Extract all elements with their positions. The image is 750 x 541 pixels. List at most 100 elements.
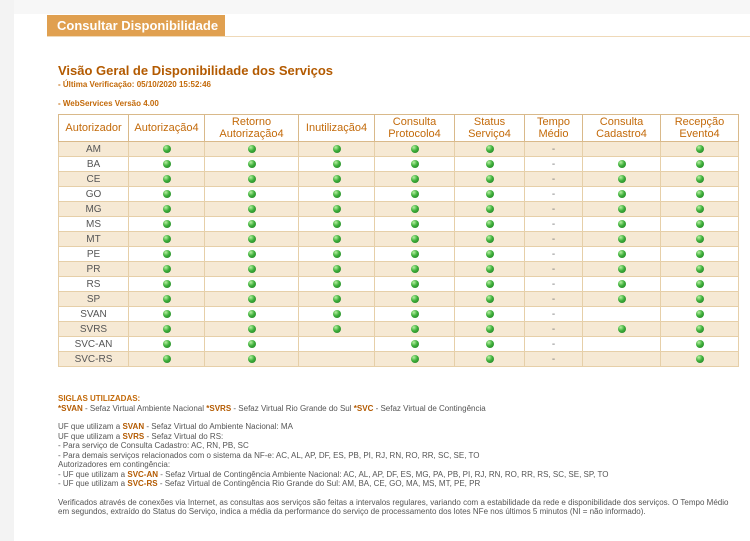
- status-cell: [660, 351, 739, 367]
- status-ok-icon: [410, 264, 419, 273]
- status-cell: [128, 306, 205, 322]
- status-cell: [298, 216, 375, 232]
- average-time-value: -: [551, 188, 556, 200]
- notes: SIGLAS UTILIZADAS: *SVAN - Sefaz Virtual…: [58, 394, 738, 517]
- average-time-value: -: [551, 353, 556, 365]
- table-row: PE -: [58, 246, 739, 262]
- status-cell: -: [524, 231, 583, 247]
- status-ok-icon: [617, 324, 626, 333]
- status-cell: [204, 321, 299, 337]
- status-cell: [374, 336, 455, 352]
- authorizer-name: SP: [58, 291, 129, 307]
- status-ok-icon: [162, 279, 171, 288]
- sigla-key: SVRS: [209, 403, 232, 413]
- status-cell: [582, 291, 661, 307]
- status-cell: [454, 156, 525, 172]
- status-cell: -: [524, 291, 583, 307]
- status-ok-icon: [247, 339, 256, 348]
- column-header: Consulta Protocolo4: [374, 114, 455, 142]
- status-cell: [454, 216, 525, 232]
- status-cell: [298, 141, 375, 157]
- average-time-value: -: [551, 203, 556, 215]
- status-cell: [128, 336, 205, 352]
- header-divider: [47, 36, 750, 37]
- status-ok-icon: [162, 234, 171, 243]
- status-cell: [374, 141, 455, 157]
- status-ok-icon: [410, 174, 419, 183]
- svrs-line: UF que utilizam a SVRS - Sefaz Virtual d…: [58, 432, 738, 442]
- footer-text: Verificados através de conexões via Inte…: [58, 497, 729, 517]
- svcrs-post: - Sefaz Virtual de Contingência Rio Gran…: [157, 479, 481, 488]
- status-cell: [204, 186, 299, 202]
- status-cell: -: [524, 141, 583, 157]
- status-cell: [204, 141, 299, 157]
- average-time-value: -: [551, 143, 556, 155]
- authorizer-name: BA: [58, 156, 129, 172]
- status-cell: [128, 276, 205, 292]
- status-cell: [128, 171, 205, 187]
- svcan-key: SVC-AN: [127, 469, 159, 479]
- status-ok-icon: [162, 354, 171, 363]
- status-cell: [660, 171, 739, 187]
- table-row: SVC-RS -: [58, 351, 739, 367]
- status-cell: [204, 246, 299, 262]
- status-cell: [454, 291, 525, 307]
- status-cell: [298, 291, 375, 307]
- status-ok-icon: [485, 144, 494, 153]
- status-ok-icon: [162, 159, 171, 168]
- status-ok-icon: [162, 189, 171, 198]
- section-header: Consultar Disponibilidade: [47, 15, 225, 36]
- average-time-value: -: [551, 248, 556, 260]
- svan-pre: UF que utilizam a: [58, 422, 123, 431]
- status-cell: [204, 201, 299, 217]
- status-ok-icon: [332, 159, 341, 168]
- status-ok-icon: [247, 249, 256, 258]
- status-ok-icon: [332, 234, 341, 243]
- overview-title: Visão Geral de Disponibilidade dos Servi…: [58, 63, 334, 78]
- status-cell: [582, 171, 661, 187]
- status-ok-icon: [410, 339, 419, 348]
- status-cell: [298, 186, 375, 202]
- status-cell: -: [524, 351, 583, 367]
- table-header-row: Autorizador Autorização4 Retorno Autorizaç…: [58, 114, 739, 142]
- status-ok-icon: [695, 219, 704, 228]
- status-cell: [660, 201, 739, 217]
- status-cell: [374, 171, 455, 187]
- status-ok-icon: [332, 324, 341, 333]
- status-ok-icon: [617, 219, 626, 228]
- status-ok-icon: [332, 264, 341, 273]
- status-cell: [298, 351, 375, 367]
- status-cell: [128, 351, 205, 367]
- status-ok-icon: [162, 204, 171, 213]
- status-ok-icon: [410, 219, 419, 228]
- column-header: Tempo Médio: [524, 114, 583, 142]
- status-ok-icon: [485, 249, 494, 258]
- sigla-star: *: [58, 403, 62, 413]
- siglas-title: SIGLAS UTILIZADAS:: [58, 394, 141, 403]
- status-cell: [660, 246, 739, 262]
- status-cell: [454, 261, 525, 277]
- status-ok-icon: [695, 339, 704, 348]
- status-cell: -: [524, 306, 583, 322]
- status-cell: -: [524, 186, 583, 202]
- status-ok-icon: [247, 354, 256, 363]
- status-cell: [128, 231, 205, 247]
- status-ok-icon: [247, 144, 256, 153]
- status-cell: [374, 351, 455, 367]
- status-ok-icon: [332, 219, 341, 228]
- status-cell: [582, 186, 661, 202]
- status-ok-icon: [410, 324, 419, 333]
- svan-post: - Sefaz Virtual do Ambiente Nacional: MA: [144, 422, 293, 431]
- status-ok-icon: [695, 309, 704, 318]
- status-cell: [660, 306, 739, 322]
- siglas-line: *SVAN - Sefaz Virtual Ambiente Nacional …: [58, 404, 738, 414]
- status-cell: [298, 306, 375, 322]
- sigla-star: *: [206, 403, 210, 413]
- status-ok-icon: [617, 174, 626, 183]
- sigla-star: *: [353, 403, 357, 413]
- status-cell: [582, 306, 661, 322]
- status-cell: [582, 351, 661, 367]
- average-time-value: -: [551, 278, 556, 290]
- status-ok-icon: [617, 279, 626, 288]
- authorizer-name: GO: [58, 186, 129, 202]
